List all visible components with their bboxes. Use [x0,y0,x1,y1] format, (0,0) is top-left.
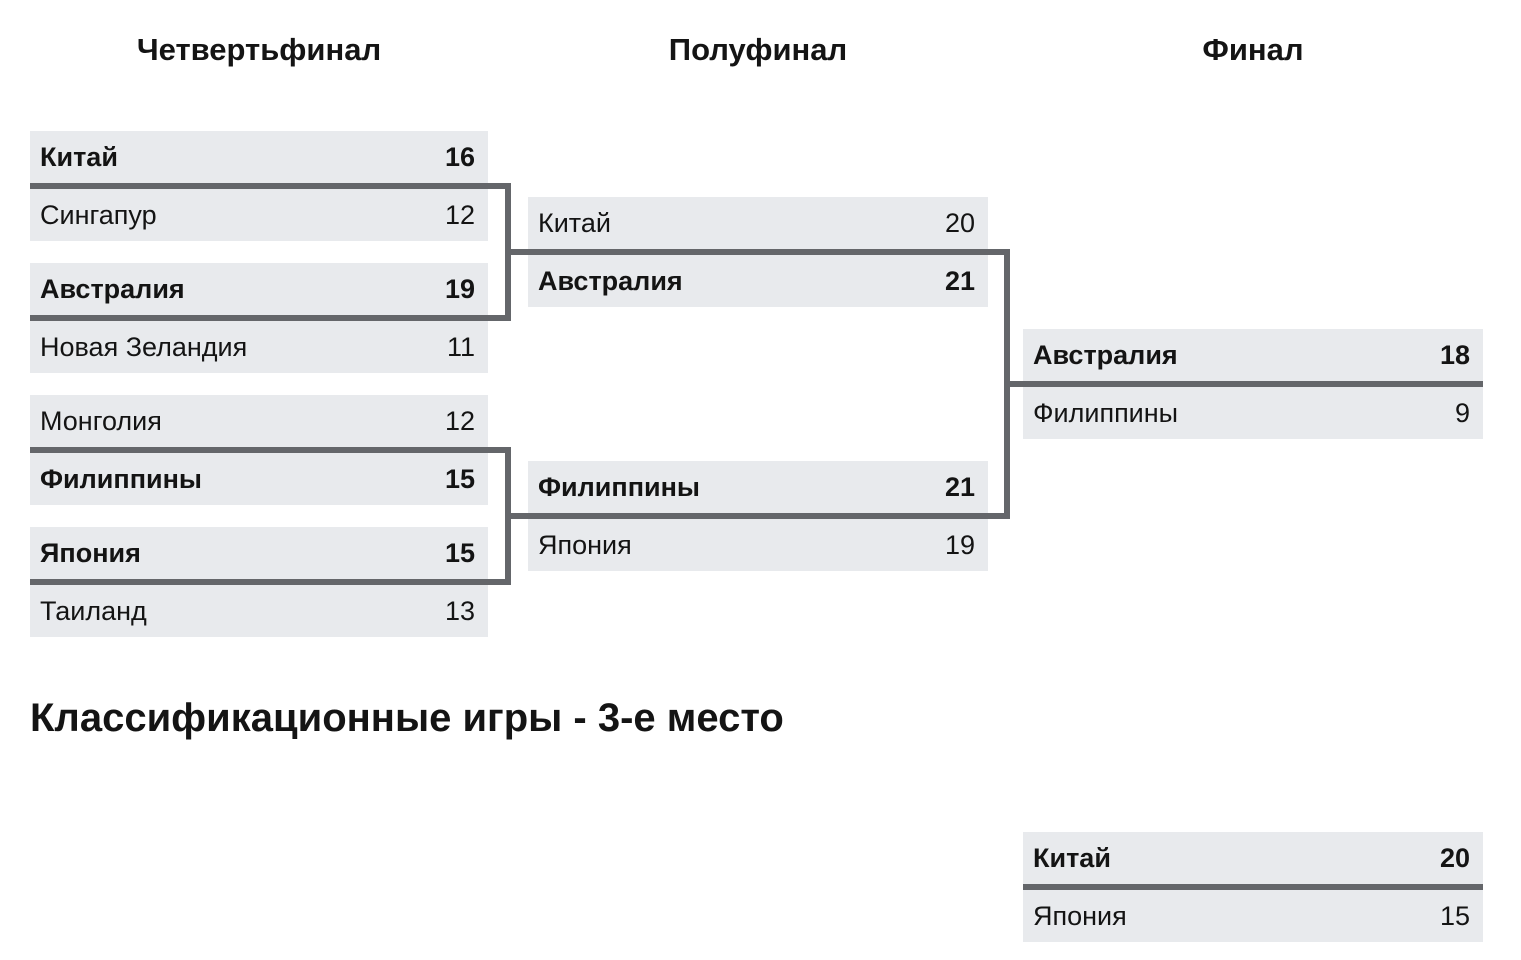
team-row-third-top: Китай 20 [1023,832,1483,884]
team-score: 21 [944,265,975,296]
team-name: Новая Зеландия [40,331,248,362]
team-row-final-top: Австралия 18 [1023,329,1483,381]
team-row-qf3-bottom: Филиппины 15 [30,453,488,505]
team-score: 15 [444,537,475,568]
team-name: Филиппины [1033,397,1179,428]
team-row-third-bottom: Япония 15 [1023,890,1483,942]
team-score: 15 [1439,900,1470,931]
separator-qf3 [30,447,511,453]
team-name: Филиппины [538,471,700,502]
team-score: 19 [944,529,975,560]
separator-sf1 [505,249,1010,255]
team-name: Австралия [40,273,185,304]
team-score: 18 [1439,339,1470,370]
team-score: 20 [944,207,975,238]
separator-qf2 [30,315,511,321]
team-score: 15 [444,463,475,494]
team-score: 19 [444,273,475,304]
team-row-qf1-bottom: Сингапур 12 [30,189,488,241]
team-score: 20 [1439,842,1470,873]
team-name: Сингапур [40,199,157,230]
round-header-semifinals: Полуфинал [668,32,848,67]
section-title-third-place: Классификационные игры - 3-е место [30,696,784,740]
team-row-final-bottom: Филиппины 9 [1023,387,1483,439]
round-header-quarterfinals: Четвертьфинал [136,32,382,67]
team-row-qf3-top: Монголия 12 [30,395,488,447]
team-score: 12 [444,405,475,436]
separator-qf4 [30,579,511,585]
team-score: 13 [444,595,475,626]
team-row-sf2-top: Филиппины 21 [528,461,988,513]
team-row-qf1-top: Китай 16 [30,131,488,183]
round-header-final: Финал [1202,32,1304,67]
team-name: Китай [40,141,118,172]
team-name: Таиланд [40,595,147,626]
team-score: 12 [444,199,475,230]
team-name: Япония [538,529,632,560]
team-score: 16 [444,141,475,172]
team-score: 21 [944,471,975,502]
team-score: 9 [1454,397,1470,428]
team-name: Филиппины [40,463,202,494]
team-name: Австралия [538,265,683,296]
separator-third [1023,884,1483,890]
team-row-sf1-bottom: Австралия 21 [528,255,988,307]
team-row-qf4-top: Япония 15 [30,527,488,579]
team-name: Австралия [1033,339,1178,370]
team-row-qf2-bottom: Новая Зеландия 11 [30,321,488,373]
team-name: Китай [1033,842,1111,873]
team-score: 11 [446,331,475,362]
team-row-sf2-bottom: Япония 19 [528,519,988,571]
separator-final [1004,381,1483,387]
team-row-sf1-top: Китай 20 [528,197,988,249]
team-row-qf2-top: Австралия 19 [30,263,488,315]
team-name: Япония [1033,900,1127,931]
team-name: Япония [40,537,141,568]
separator-qf1 [30,183,511,189]
separator-sf2 [505,513,1010,519]
team-row-qf4-bottom: Таиланд 13 [30,585,488,637]
team-name: Китай [538,207,611,238]
team-name: Монголия [40,405,162,436]
